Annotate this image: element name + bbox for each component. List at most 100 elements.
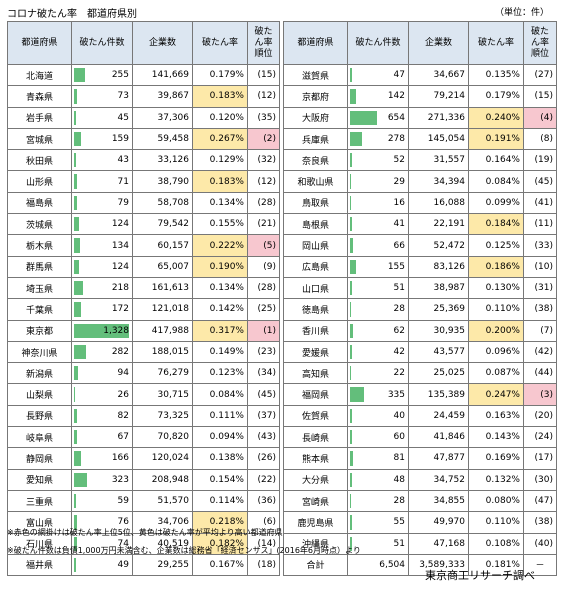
rank-cell: (18) <box>247 553 280 577</box>
firms-cell: 76,279 <box>132 362 193 385</box>
count-databar <box>350 131 362 147</box>
count-cell: 124 <box>71 213 133 236</box>
count-cell: 1,328 <box>71 319 133 342</box>
rate-cell: 0.130% <box>468 276 524 300</box>
rank-cell: (21) <box>247 213 280 236</box>
firms-cell: 135,389 <box>408 383 469 406</box>
count-cell: 73 <box>71 85 133 108</box>
pref-cell: 静岡県 <box>7 447 72 470</box>
count-cell: 60 <box>347 426 409 449</box>
count-cell: 28 <box>347 489 409 513</box>
rate-cell: 0.084% <box>192 383 248 406</box>
count-cell: 218 <box>71 276 133 300</box>
table-row: 大阪府 654 271,336 0.240% (4) <box>283 106 557 129</box>
rate-cell: 0.182% <box>192 532 248 555</box>
rate-cell: 0.143% <box>468 426 524 449</box>
table-row: 徳島県 28 25,369 0.110% (38) <box>283 298 557 321</box>
rank-cell: (38) <box>523 298 557 321</box>
rate-cell: 0.125% <box>468 234 524 257</box>
rate-cell: 0.267% <box>192 127 248 151</box>
firms-cell: 59,458 <box>132 127 193 151</box>
rank-cell: (44) <box>523 362 557 385</box>
table-row: 広島県 155 83,126 0.186% (10) <box>283 255 557 278</box>
count-databar <box>350 259 357 274</box>
pref-cell: 新潟県 <box>7 362 72 385</box>
count-databar <box>74 557 77 573</box>
firms-cell: 34,667 <box>408 63 469 87</box>
count-cell: 16 <box>347 191 409 215</box>
count-value: 76 <box>117 517 129 528</box>
firms-cell: 70,820 <box>132 426 193 449</box>
rate-cell: 0.154% <box>192 468 248 491</box>
table-row: 北海道 255 141,669 0.179% (15) <box>7 63 280 87</box>
count-databar <box>74 89 78 104</box>
rank-cell: (12) <box>247 85 280 108</box>
count-value: 29 <box>393 176 405 187</box>
col-header-pref: 都道府県 <box>7 21 72 65</box>
table-row: 茨城県 124 79,542 0.155% (21) <box>7 213 280 236</box>
table-row: 山形県 71 38,790 0.183% (12) <box>7 170 280 193</box>
count-databar <box>74 153 76 168</box>
firms-cell: 73,325 <box>132 404 193 428</box>
rank-cell: (1) <box>247 319 280 342</box>
col-header-count: 破たん件数 <box>347 21 409 65</box>
firms-cell: 208,948 <box>132 468 193 491</box>
page-title: コロナ破たん率 都道府県別 <box>7 9 137 20</box>
header-row: 都道府県 破たん件数 企業数 破たん率 破たん率順位 <box>7 21 280 65</box>
count-databar <box>74 131 81 147</box>
rank-cell: (4) <box>523 106 557 129</box>
count-databar <box>74 110 76 125</box>
count-value: 94 <box>117 368 129 379</box>
count-cell: 79 <box>71 191 133 215</box>
firms-cell: 51,570 <box>132 489 193 513</box>
pref-cell: 栃木県 <box>7 234 72 257</box>
pref-cell: 佐賀県 <box>283 404 348 428</box>
count-cell: 26 <box>71 383 133 406</box>
count-cell: 124 <box>71 255 133 278</box>
count-value: 22 <box>393 368 405 379</box>
rank-cell: (35) <box>247 106 280 129</box>
count-value: 172 <box>111 304 129 315</box>
rate-cell: 0.120% <box>192 106 248 129</box>
rate-cell: 0.111% <box>192 404 248 428</box>
rate-cell: 0.163% <box>468 404 524 428</box>
table-row: 佐賀県 40 24,459 0.163% (20) <box>283 404 557 428</box>
count-databar <box>350 536 353 551</box>
count-value: 73 <box>117 91 129 102</box>
pref-cell: 兵庫県 <box>283 127 348 151</box>
rate-cell: 0.142% <box>192 298 248 321</box>
rank-cell: (28) <box>247 191 280 215</box>
count-value: 278 <box>387 134 405 145</box>
rank-cell: (36) <box>247 489 280 513</box>
rate-cell: 0.191% <box>468 127 524 151</box>
rate-cell: 0.164% <box>468 149 524 172</box>
header-row: 都道府県 破たん件数 企業数 破たん率 破たん率順位 <box>283 21 557 65</box>
left-table: 都道府県 破たん件数 企業数 破たん率 破たん率順位 北海道 255 141,669… <box>7 21 280 577</box>
count-cell: 49 <box>71 553 133 577</box>
count-value: 26 <box>117 389 129 400</box>
pref-cell: 高知県 <box>283 362 348 385</box>
note-source: ※破たん件数は負債1,000万円未満含む、企業数は総務省「経済センサス」(201… <box>7 546 361 555</box>
rate-cell: 0.183% <box>192 85 248 108</box>
count-cell: 166 <box>71 447 133 470</box>
firms-cell: 34,752 <box>408 468 469 491</box>
count-databar <box>350 430 353 445</box>
count-cell: 76 <box>71 511 133 534</box>
count-cell: 142 <box>347 85 409 108</box>
col-header-rate: 破たん率 <box>468 21 524 65</box>
rate-cell: 0.155% <box>192 213 248 236</box>
count-cell: 71 <box>71 170 133 193</box>
count-databar <box>74 238 80 253</box>
pref-cell: 岐阜県 <box>7 426 72 449</box>
count-value: 67 <box>117 432 129 443</box>
count-databar <box>74 68 85 83</box>
table-row: 長崎県 60 41,846 0.143% (24) <box>283 426 557 449</box>
count-cell: 278 <box>347 127 409 151</box>
firms-cell: 58,708 <box>132 191 193 215</box>
rank-cell: (2) <box>247 127 280 151</box>
rank-cell: (37) <box>247 404 280 428</box>
count-value: 159 <box>111 134 129 145</box>
rate-cell: 0.149% <box>192 340 248 364</box>
pref-cell: 茨城県 <box>7 213 72 236</box>
pref-cell: 徳島県 <box>283 298 348 321</box>
